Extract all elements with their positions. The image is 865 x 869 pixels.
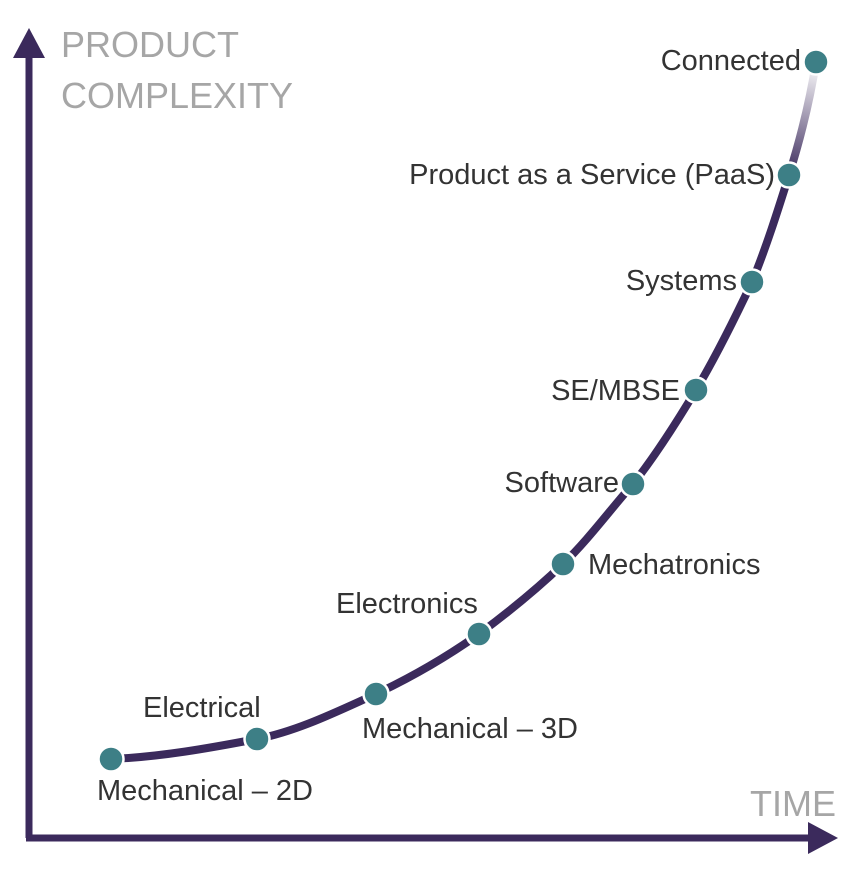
y-axis-title-line-2: COMPLEXITY (61, 75, 293, 116)
milestone-dot-software (619, 470, 647, 498)
milestone-dot-mechanical-3d (362, 680, 390, 708)
milestone-dot-mechatronics (549, 550, 577, 578)
milestone-label-mechatronics: Mechatronics (588, 549, 760, 581)
milestone-dot-electronics (465, 620, 493, 648)
milestone-label-systems: Systems (626, 265, 737, 297)
milestone-dot-systems (738, 268, 766, 296)
growth-curve-fade (785, 58, 820, 179)
milestone-label-software: Software (505, 467, 619, 499)
milestone-labels: Mechanical – 2D Electrical Mechanical – … (97, 45, 801, 807)
milestone-dot-paas (775, 161, 803, 189)
growth-curve (107, 171, 793, 763)
x-axis-title: TIME (750, 783, 836, 824)
milestone-dot-mechanical-2d (97, 745, 125, 773)
milestone-dots (97, 48, 830, 773)
milestone-label-se-mbse: SE/MBSE (551, 375, 680, 407)
milestone-label-electrical: Electrical (143, 692, 261, 724)
milestone-label-mechanical-3d: Mechanical – 3D (362, 713, 578, 745)
milestone-dot-electrical (243, 725, 271, 753)
milestone-dot-se-mbse (682, 376, 710, 404)
milestone-label-electronics: Electronics (336, 588, 478, 620)
y-axis-title-line-1: PRODUCT (61, 24, 239, 65)
y-axis-title: PRODUCT COMPLEXITY (61, 24, 293, 116)
y-axis-arrowhead (13, 28, 45, 58)
milestone-dot-connected (802, 48, 830, 76)
x-axis-arrowhead (808, 822, 838, 854)
milestone-label-connected: Connected (661, 45, 801, 77)
milestone-label-paas: Product as a Service (PaaS) (409, 159, 775, 191)
milestone-label-mechanical-2d: Mechanical – 2D (97, 775, 313, 807)
